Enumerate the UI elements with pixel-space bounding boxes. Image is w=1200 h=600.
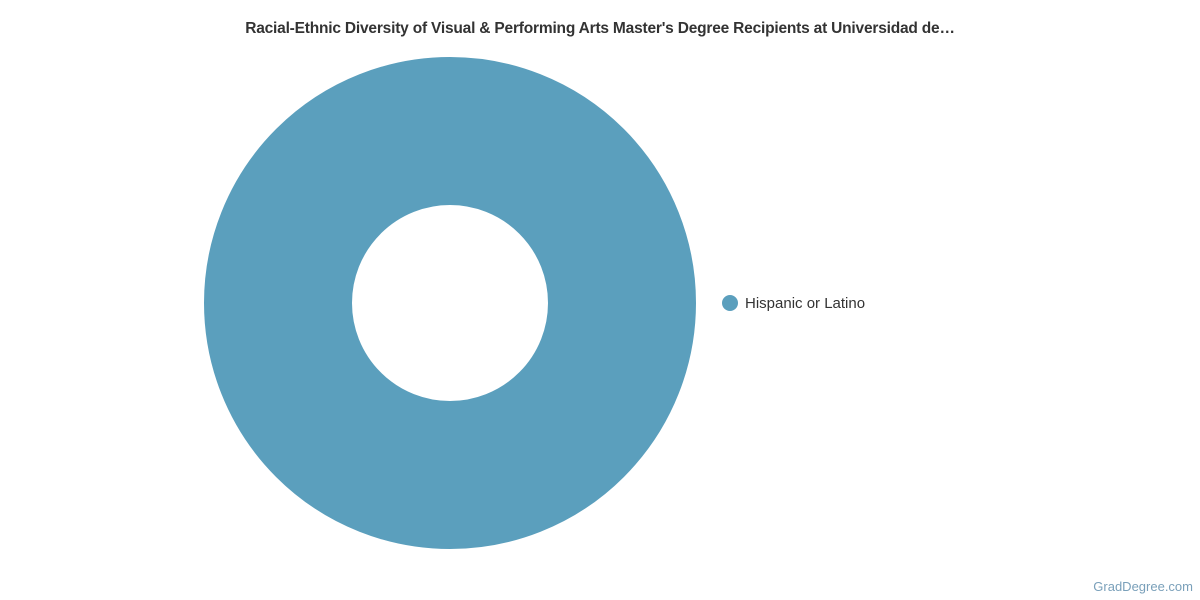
legend-label: Hispanic or Latino [745, 294, 866, 312]
legend-dot-circle [722, 295, 738, 311]
chart-title: Racial-Ethnic Diversity of Visual & Perf… [245, 20, 955, 37]
legend-item-hispanic-or-latino[interactable]: Hispanic or Latino [722, 295, 865, 312]
legend-marker-dot-icon [722, 295, 738, 311]
watermark-graddegree-link[interactable]: GradDegree.com [1093, 579, 1193, 594]
donut-slice-hispanic-or-latino[interactable] [204, 57, 696, 549]
donut-chart [204, 57, 696, 549]
legend: Hispanic or Latino [722, 294, 865, 312]
